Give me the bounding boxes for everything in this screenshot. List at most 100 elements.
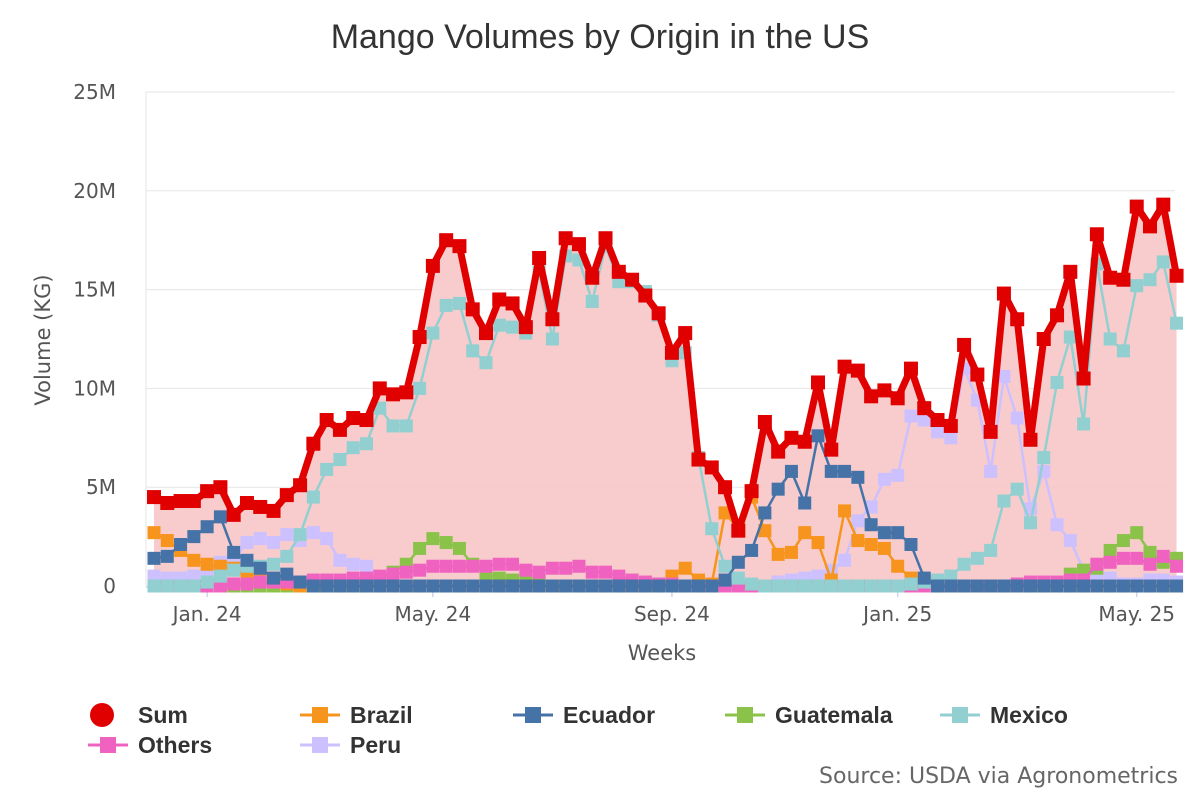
data-point-mexico[interactable] [267,557,281,571]
data-point-brazil[interactable] [891,559,905,573]
data-point-sum[interactable] [784,430,799,445]
data-point-others[interactable] [1143,557,1157,571]
data-point-peru[interactable] [359,559,373,573]
data-point-peru[interactable] [838,553,852,567]
data-point-ecuador[interactable] [705,579,719,593]
data-point-sum[interactable] [505,296,520,311]
data-point-mexico[interactable] [811,579,825,593]
data-point-ecuador[interactable] [838,464,852,478]
data-point-guatemala[interactable] [1143,545,1157,559]
data-point-mexico[interactable] [798,579,812,593]
data-point-others[interactable] [506,557,520,571]
data-point-ecuador[interactable] [200,520,214,534]
data-point-sum[interactable] [425,258,440,273]
data-point-others[interactable] [545,561,559,575]
data-point-brazil[interactable] [678,561,692,575]
data-point-sum[interactable] [1143,219,1157,234]
data-point-sum[interactable] [571,237,586,252]
data-point-mexico[interactable] [1170,316,1184,330]
data-point-sum[interactable] [332,422,347,437]
data-point-others[interactable] [213,579,227,593]
data-point-sum[interactable] [1129,199,1144,214]
data-point-sum[interactable] [744,484,759,499]
data-point-ecuador[interactable] [665,579,679,593]
data-point-mexico[interactable] [970,551,984,565]
data-point-mexico[interactable] [745,577,759,591]
data-point-ecuador[interactable] [506,579,520,593]
data-point-guatemala[interactable] [1116,534,1130,548]
data-point-others[interactable] [227,577,241,591]
data-point-others[interactable] [1103,555,1117,569]
data-point-sum[interactable] [293,478,308,493]
data-point-mexico[interactable] [585,294,599,308]
data-point-mexico[interactable] [306,490,320,504]
data-point-mexico[interactable] [545,332,559,346]
data-point-sum[interactable] [306,436,321,451]
data-point-sum[interactable] [824,442,839,457]
data-point-mexico[interactable] [891,579,905,593]
data-point-mexico[interactable] [227,563,241,577]
data-point-ecuador[interactable] [691,579,705,593]
data-point-ecuador[interactable] [931,579,945,593]
data-point-peru[interactable] [931,425,945,439]
data-point-sum[interactable] [1023,432,1038,447]
data-point-others[interactable] [399,565,413,579]
data-point-sum[interactable] [359,413,374,428]
data-point-sum[interactable] [412,330,427,345]
data-point-guatemala[interactable] [413,541,427,555]
data-point-ecuador[interactable] [359,579,373,593]
data-point-peru[interactable] [1010,411,1024,425]
data-point-sum[interactable] [1076,371,1091,386]
data-point-ecuador[interactable] [1170,579,1184,593]
data-point-others[interactable] [1170,559,1184,573]
data-point-peru[interactable] [904,409,918,423]
data-point-ecuador[interactable] [1143,579,1157,593]
data-point-peru[interactable] [891,468,905,482]
data-point-ecuador[interactable] [240,553,254,567]
data-point-mexico[interactable] [705,522,719,536]
data-point-mexico[interactable] [452,296,466,310]
data-point-mexico[interactable] [838,579,852,593]
data-point-sum[interactable] [1010,312,1025,327]
data-point-mexico[interactable] [944,569,958,583]
data-point-sum[interactable] [731,523,746,538]
data-point-mexico[interactable] [864,579,878,593]
data-point-mexico[interactable] [333,453,347,467]
data-point-others[interactable] [559,561,573,575]
data-point-sum[interactable] [372,381,387,396]
data-point-mexico[interactable] [1023,516,1037,530]
data-point-ecuador[interactable] [824,464,838,478]
data-point-ecuador[interactable] [944,579,958,593]
data-point-others[interactable] [373,569,387,583]
data-point-sum[interactable] [399,385,414,400]
data-point-others[interactable] [413,563,427,577]
data-point-ecuador[interactable] [970,579,984,593]
data-point-sum[interactable] [558,231,573,246]
data-point-sum[interactable] [718,480,733,495]
data-point-sum[interactable] [239,496,254,511]
data-point-peru[interactable] [997,370,1011,384]
data-point-ecuador[interactable] [413,579,427,593]
data-point-sum[interactable] [678,326,693,341]
data-point-brazil[interactable] [187,553,201,567]
data-point-mexico[interactable] [904,577,918,591]
data-point-sum[interactable] [598,231,613,246]
data-point-peru[interactable] [917,413,931,427]
data-point-ecuador[interactable] [904,538,918,552]
data-point-ecuador[interactable] [439,579,453,593]
data-point-sum[interactable] [186,494,201,509]
data-point-sum[interactable] [691,452,706,467]
data-point-others[interactable] [426,559,440,573]
data-point-peru[interactable] [240,536,254,550]
data-point-mexico[interactable] [386,419,400,433]
data-point-ecuador[interactable] [771,482,785,496]
data-point-ecuador[interactable] [1103,579,1117,593]
data-point-sum[interactable] [1063,264,1078,279]
data-point-guatemala[interactable] [1130,526,1144,540]
data-point-brazil[interactable] [798,526,812,540]
data-point-peru[interactable] [333,553,347,567]
data-point-mexico[interactable] [771,579,785,593]
data-point-ecuador[interactable] [784,464,798,478]
data-point-sum[interactable] [771,444,786,459]
data-point-sum[interactable] [943,418,958,433]
